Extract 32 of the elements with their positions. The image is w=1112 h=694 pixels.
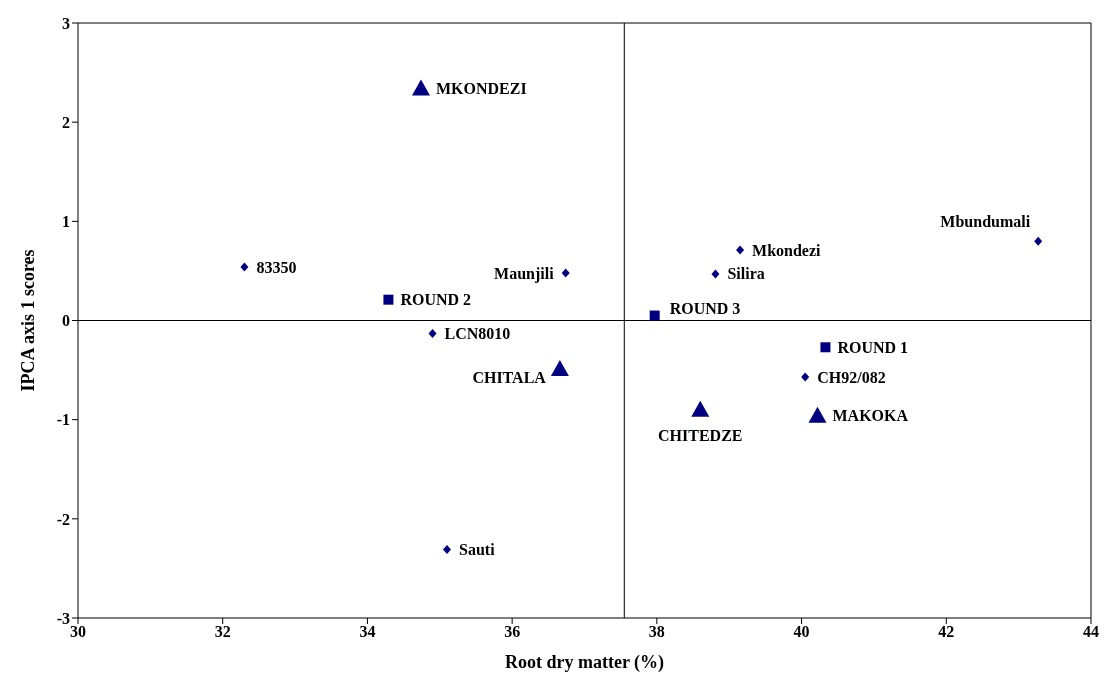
y-tick-label: 0: [62, 312, 70, 330]
x-tick-label: 36: [504, 623, 521, 641]
annotation: ROUND 2: [400, 291, 472, 309]
annotation: MKONDEZI: [435, 80, 527, 98]
y-tick-label: 3: [62, 14, 70, 32]
y-tick-label: -3: [56, 609, 70, 627]
x-tick-label: 44: [1083, 623, 1099, 641]
y-tick-label: -2: [56, 510, 70, 528]
x-tick-label: 32: [214, 623, 231, 641]
annotation: LCN8010: [444, 324, 511, 342]
y-tick-label: 1: [62, 213, 70, 231]
annotation: Mbundumali: [940, 212, 1031, 230]
y-axis-title: IPCA axis 1 scores: [18, 249, 39, 392]
annotation: CH92/082: [817, 368, 886, 386]
annotation: ROUND 3: [669, 300, 741, 318]
y-tick-label: -1: [56, 411, 70, 429]
x-tick-label: 42: [938, 623, 955, 641]
annotation: 83350: [256, 258, 297, 276]
x-tick-label: 40: [793, 623, 810, 641]
annotation: ROUND 1: [837, 338, 909, 356]
x-tick-label: 38: [648, 623, 665, 641]
annotation: Mkondezi: [752, 241, 822, 259]
x-tick-label: 30: [70, 623, 86, 641]
annotation: Maunjili: [494, 264, 555, 283]
y-tick-label: 2: [62, 113, 70, 131]
annotation: MAKOKA: [832, 407, 909, 425]
annotation: Sauti: [459, 541, 496, 559]
annotation: CHITEDZE: [658, 427, 743, 445]
annotation: CHITALA: [472, 368, 547, 386]
annotation: Silira: [727, 265, 765, 283]
x-axis-title: Root dry matter (%): [504, 652, 665, 673]
x-tick-label: 34: [359, 623, 376, 641]
